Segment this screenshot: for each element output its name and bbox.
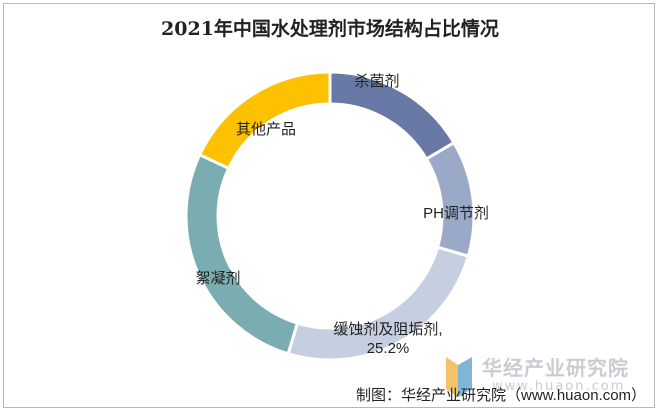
watermark: 华经产业研究院 www.huaon.com — [444, 349, 654, 407]
donut-slices — [184, 70, 476, 362]
huajing-logo-icon — [446, 357, 472, 397]
watermark-name: 华经产业研究院 — [482, 356, 629, 380]
donut-slice-1 — [424, 140, 476, 259]
slice-label-2: 缓蚀剂及阻垢剂, 25.2% — [333, 321, 442, 357]
chart-frame: 2021年中国水处理剂市场结构占比情况 杀菌剂 PH调节剂缓蚀剂及阻垢剂, 25.2… — [3, 3, 655, 408]
donut-slice-4 — [197, 70, 332, 171]
slice-label-3: 絮凝剂 — [195, 270, 240, 287]
donut-slice-3 — [184, 152, 300, 356]
chart-title: 2021年中国水处理剂市场结构占比情况 — [161, 18, 499, 40]
source-note: 制图：华经产业研究院（www.huaon.com） — [356, 387, 647, 404]
watermark-url: www.huaon.com — [492, 379, 626, 394]
slice-label-0: 杀菌剂 — [354, 73, 399, 90]
slice-label-1: PH调节剂 — [423, 205, 489, 222]
slice-label-4: 其他产品 — [236, 121, 296, 138]
